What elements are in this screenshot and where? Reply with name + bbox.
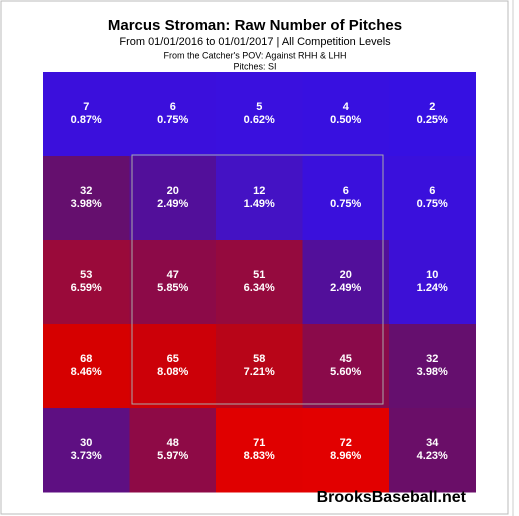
heat-cell: [302, 156, 390, 241]
cell-percent: 1.49%: [244, 198, 275, 210]
chart-title: Marcus Stroman: Raw Number of Pitches: [108, 17, 402, 34]
cell-count: 65: [167, 353, 179, 365]
heat-cell: [302, 72, 390, 157]
heat-cell: [43, 324, 130, 409]
cell-count: 7: [83, 101, 89, 113]
heat-cell: [302, 408, 390, 493]
heat-cell: [389, 72, 476, 157]
cells: 70.87%60.75%50.62%40.50%20.25%323.98%202…: [43, 72, 476, 493]
heat-cell: [216, 156, 303, 241]
heat-cell: [43, 240, 130, 325]
cell-count: 6: [429, 185, 435, 197]
heat-cell: [302, 240, 390, 325]
cell-percent: 2.49%: [157, 198, 188, 210]
heat-cell: [389, 408, 476, 493]
cell-count: 68: [80, 353, 92, 365]
heat-cell: [129, 156, 217, 241]
heat-cell: [129, 324, 217, 409]
cell-percent: 8.46%: [71, 366, 102, 378]
heat-cell: [129, 240, 217, 325]
cell-count: 34: [426, 437, 439, 449]
heat-cell: [302, 324, 390, 409]
cell-count: 53: [80, 269, 92, 281]
heat-cell: [216, 324, 303, 409]
cell-count: 6: [170, 101, 176, 113]
cell-count: 20: [167, 185, 179, 197]
cell-percent: 5.85%: [157, 282, 188, 294]
cell-percent: 0.87%: [71, 114, 102, 126]
cell-percent: 8.83%: [244, 450, 275, 462]
cell-percent: 8.08%: [157, 366, 188, 378]
perspective: From the Catcher's POV: Against RHH & LH…: [164, 50, 347, 60]
cell-percent: 0.75%: [417, 198, 448, 210]
cell-percent: 3.73%: [71, 450, 102, 462]
cell-count: 32: [426, 353, 438, 365]
heat-cell: [389, 240, 476, 325]
cell-percent: 4.23%: [417, 450, 448, 462]
heat-cell: [216, 240, 303, 325]
cell-count: 4: [343, 101, 350, 113]
cell-percent: 6.59%: [71, 282, 102, 294]
heat-cell: [43, 72, 130, 157]
cell-count: 72: [340, 437, 352, 449]
cell-percent: 0.75%: [330, 198, 361, 210]
cell-percent: 5.97%: [157, 450, 188, 462]
heat-cell: [216, 72, 303, 157]
cell-percent: 0.75%: [157, 114, 188, 126]
cell-percent: 2.49%: [330, 282, 361, 294]
heat-cell: [129, 408, 217, 493]
strike-zone: [131, 154, 384, 405]
cell-count: 48: [167, 437, 179, 449]
cell-percent: 6.34%: [244, 282, 275, 294]
cell-count: 30: [80, 437, 92, 449]
cell-count: 45: [340, 353, 352, 365]
watermark: BrooksBaseball.net: [317, 489, 467, 506]
cell-percent: 0.25%: [417, 114, 448, 126]
cell-percent: 7.21%: [244, 366, 275, 378]
cell-count: 2: [429, 101, 435, 113]
cell-count: 6: [343, 185, 349, 197]
pitch-type: Pitches: SI: [233, 61, 276, 71]
cell-percent: 8.96%: [330, 450, 361, 462]
cell-count: 51: [253, 269, 265, 281]
cell-percent: 3.98%: [417, 366, 448, 378]
cell-count: 20: [340, 269, 352, 281]
subtitle: From 01/01/2016 to 01/01/2017 | All Comp…: [119, 36, 391, 48]
heat-cell: [43, 156, 130, 241]
heat-cell: [389, 324, 476, 409]
cell-percent: 0.62%: [244, 114, 275, 126]
cell-percent: 3.98%: [71, 198, 102, 210]
heat-cell: [129, 72, 217, 157]
cell-count: 47: [167, 269, 179, 281]
cell-percent: 1.24%: [417, 282, 448, 294]
cell-percent: 0.50%: [330, 114, 361, 126]
heat-cell: [43, 408, 130, 493]
cell-count: 10: [426, 269, 438, 281]
cell-count: 12: [253, 185, 265, 197]
heat-cell: [389, 156, 476, 241]
cell-count: 5: [256, 101, 262, 113]
cell-count: 71: [253, 437, 265, 449]
cell-count: 58: [253, 353, 265, 365]
cell-percent: 5.60%: [330, 366, 361, 378]
cell-count: 32: [80, 185, 92, 197]
heat-cell: [216, 408, 303, 493]
